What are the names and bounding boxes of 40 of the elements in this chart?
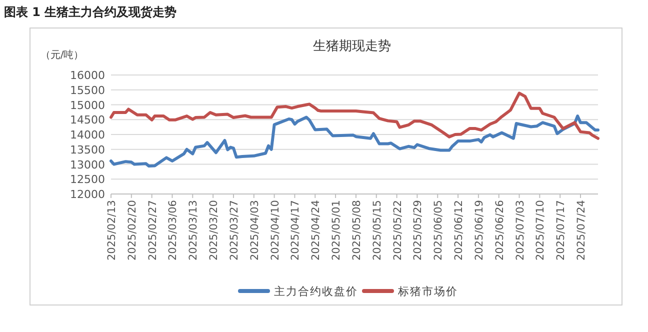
y-tick-label: 15000: [70, 98, 105, 112]
chart-subtitle: 生猪期现走势: [313, 39, 391, 54]
x-tick-label: 2025/03/27: [228, 200, 240, 261]
y-tick-label: 14500: [70, 114, 105, 127]
x-tick-label: 2025/07/24: [576, 200, 588, 261]
x-tick-label: 2025/05/22: [392, 200, 404, 261]
y-tick-label: 13500: [70, 143, 105, 156]
x-tick-label: 2025/05/15: [371, 200, 384, 261]
x-tick-label: 2025/02/27: [146, 200, 159, 261]
x-tick-label: 2025/03/20: [208, 200, 220, 261]
x-tick-label: 2025/06/19: [473, 200, 486, 261]
x-tick-label: 2025/04/17: [290, 200, 302, 261]
chart-title: 图表 1 生猪主力合约及现货走势: [4, 5, 177, 19]
y-tick-label: 12500: [70, 173, 105, 186]
x-tick-label: 2025/05/01: [330, 200, 343, 261]
x-tick-label: 2025/07/03: [514, 200, 526, 261]
x-tick-label: 2025/05/08: [350, 200, 363, 261]
line-series: [110, 92, 600, 140]
y-tick-label: 12000: [70, 188, 105, 201]
x-tick-label: 2025/06/12: [453, 200, 466, 261]
y-tick-label: 13000: [70, 158, 105, 172]
x-tick-label: 2025/03/06: [167, 200, 180, 261]
x-tick-label: 2025/04/03: [248, 200, 261, 261]
y-tick-label: 16000: [70, 69, 105, 82]
x-tick-label: 2025/04/10: [269, 200, 282, 261]
line-series: [110, 114, 600, 168]
x-tick-label: 2025/02/20: [126, 200, 138, 261]
x-tick-label: 2025/07/10: [534, 200, 547, 261]
x-tick-label: 2025/06/05: [432, 200, 445, 261]
x-tick-label: 2025/04/24: [310, 200, 322, 261]
y-tick-label: 14000: [70, 128, 105, 142]
x-tick-label: 2025/05/29: [412, 200, 424, 261]
x-tick-label: 2025/06/26: [494, 200, 506, 261]
legend-label: 标猪市场价: [397, 285, 458, 298]
x-tick-label: 2025/07/17: [555, 200, 568, 261]
y-tick-label: 15500: [70, 84, 105, 97]
legend-label: 主力合约收盘价: [274, 285, 358, 298]
x-tick-label: 2025/02/13: [106, 200, 118, 261]
x-tick-label: 2025/03/13: [188, 200, 200, 261]
y-axis-title: （元/吨）: [40, 49, 84, 61]
